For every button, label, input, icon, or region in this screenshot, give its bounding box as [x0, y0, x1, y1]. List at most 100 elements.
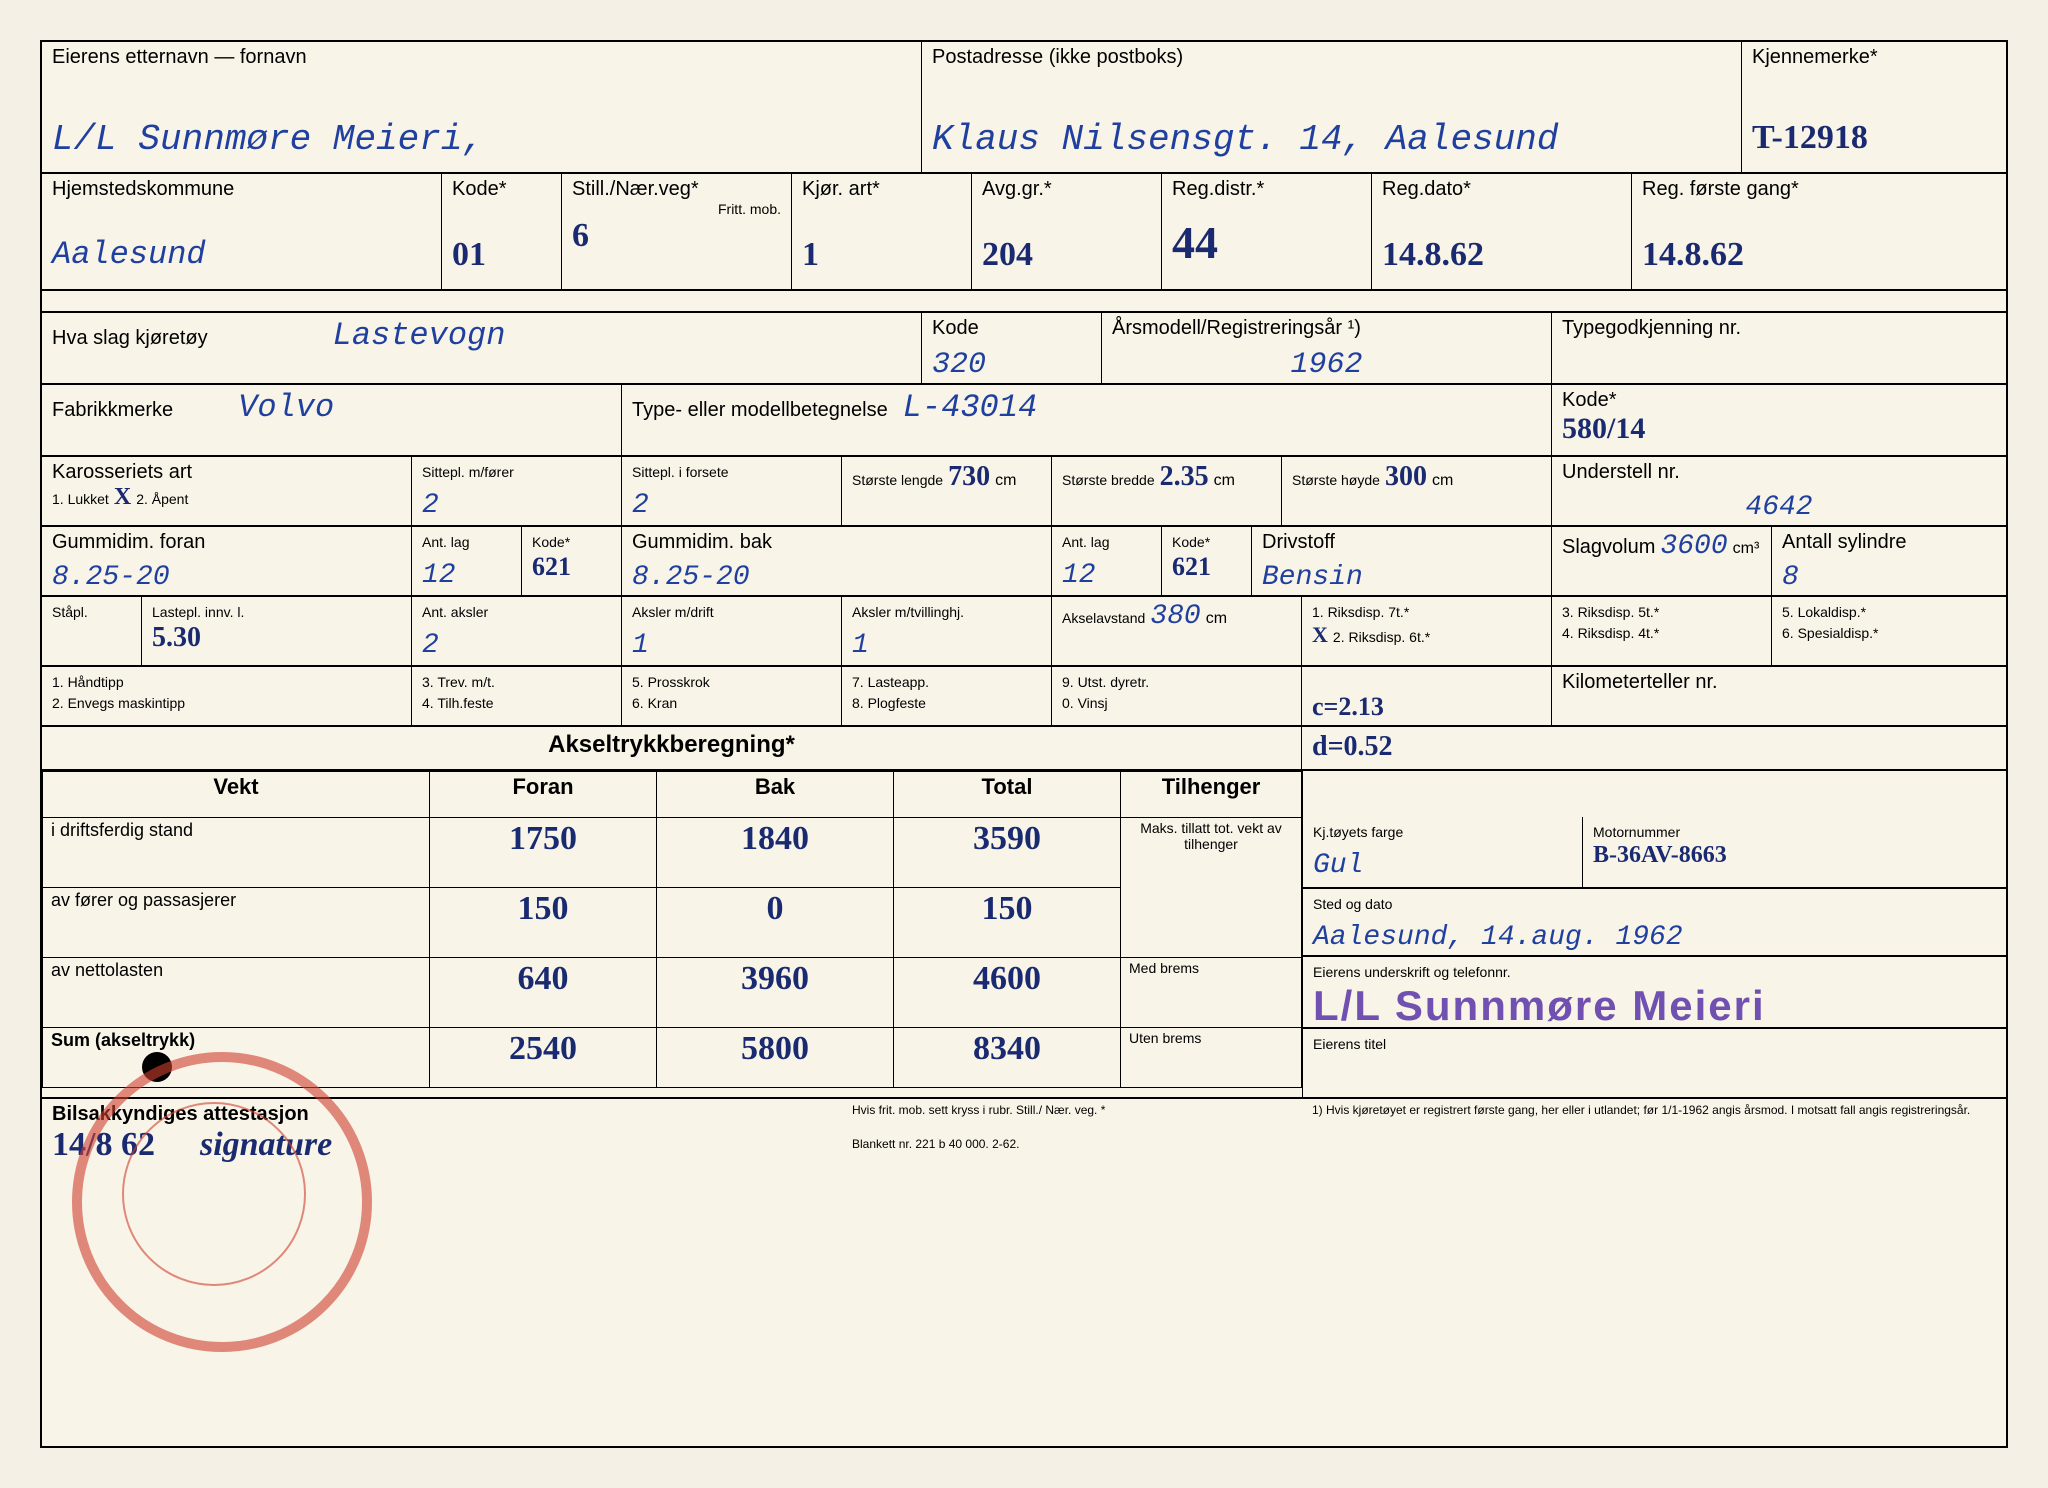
- chassis-label: Understell nr.: [1562, 461, 1680, 483]
- riks2: 2. Riksdisp. 6t.*: [1333, 629, 1430, 645]
- drive-axles-label: Aksler m/drift: [632, 604, 714, 620]
- wheelbase-label: Akselavstand: [1062, 610, 1145, 626]
- w-row1-bak: 1840: [657, 818, 894, 888]
- registration-card: Eierens etternavn — fornavn L/L Sunnmøre…: [40, 40, 2008, 1448]
- w-row1-label: i driftsferdig stand: [43, 818, 430, 888]
- color-label: Kj.tøyets farge: [1313, 824, 1403, 840]
- axle-heading: Akseltrykkberegning*: [548, 731, 795, 758]
- still-value: 6: [572, 217, 781, 255]
- antlag-f-value: 12: [422, 560, 511, 591]
- kode-f-value: 621: [532, 552, 611, 582]
- cylinders-label: Antall sylindre: [1782, 531, 1907, 553]
- w-row3-label: av nettolasten: [43, 958, 430, 1028]
- w-row1-foran: 1750: [430, 818, 657, 888]
- axles-label: Ant. aksler: [422, 604, 488, 620]
- plate-label: Kjennemerke*: [1752, 46, 1878, 68]
- official-stamp-icon: [72, 1052, 372, 1352]
- km-label: Kilometerteller nr.: [1562, 671, 1718, 693]
- engine-value: B-36AV-8663: [1593, 842, 1996, 869]
- riks5: 5. Lokaldisp.*: [1782, 604, 1866, 620]
- height-value: 300: [1385, 461, 1427, 492]
- opt9: 9. Utst. dyretr.: [1062, 674, 1149, 690]
- kode4-label: Kode*: [1562, 389, 1617, 411]
- municipality-value: Aalesund: [52, 236, 431, 273]
- year-value: 1962: [1112, 348, 1541, 382]
- d-value: d=0.52: [1312, 731, 1393, 762]
- kode-r-label: Kode*: [1172, 534, 1210, 550]
- col-vekt: Vekt: [43, 772, 430, 818]
- w-row4-foran: 2540: [430, 1028, 657, 1088]
- kjor-label: Kjør. art*: [802, 178, 880, 200]
- engine-label: Motornummer: [1593, 824, 1680, 840]
- regdistr-label: Reg.distr.*: [1172, 178, 1264, 200]
- width-value: 2.35: [1160, 461, 1209, 492]
- color-value: Gul: [1313, 850, 1572, 881]
- kode-f-label: Kode*: [532, 534, 570, 550]
- riks4: 4. Riksdisp. 4t.*: [1562, 625, 1659, 641]
- riks1: 1. Riksdisp. 7t.*: [1312, 604, 1409, 620]
- riks2-x: X: [1312, 622, 1328, 647]
- col-bak: Bak: [657, 772, 894, 818]
- opt1: 1. Håndtipp: [52, 674, 124, 690]
- seats-label: Sittepl. m/fører: [422, 464, 514, 480]
- vehicle-label: Hva slag kjøretøy: [52, 327, 208, 349]
- owner-value: L/L Sunnmøre Meieri,: [52, 119, 911, 160]
- kode3-value: 320: [932, 348, 1091, 382]
- sign-value: L/L Sunnmøre Meieri: [1313, 982, 1996, 1030]
- riks6: 6. Spesialdisp.*: [1782, 625, 1879, 641]
- w-row3-bak: 3960: [657, 958, 894, 1028]
- opt6: 6. Kran: [632, 695, 677, 711]
- wheelbase-value: 380: [1150, 601, 1200, 632]
- w-row1-total: 3590: [894, 818, 1121, 888]
- owner-label: Eierens etternavn — fornavn: [52, 46, 307, 68]
- length-label: Største lengde: [852, 472, 943, 488]
- height-label: Største høyde: [1292, 472, 1380, 488]
- opt4: 4. Tilh.feste: [422, 695, 494, 711]
- kjor-value: 1: [802, 236, 961, 274]
- kode3-label: Kode: [932, 317, 979, 339]
- antlag-r-label: Ant. lag: [1062, 534, 1109, 550]
- lastepl-value: 5.30: [152, 622, 401, 654]
- body-opt1: 1. Lukket: [52, 491, 109, 507]
- w-row2-foran: 150: [430, 888, 657, 958]
- regforste-label: Reg. første gang*: [1642, 178, 1799, 200]
- frontseats-value: 2: [632, 490, 831, 521]
- opt0: 0. Vinsj: [1062, 695, 1108, 711]
- kode4-value: 580/14: [1562, 412, 1996, 446]
- weight-table: Vekt Foran Bak Total Tilhenger i driftsf…: [42, 771, 1302, 1088]
- opt5: 5. Prosskrok: [632, 674, 710, 690]
- displacement-label: Slagvolum: [1562, 536, 1655, 558]
- chassis-value: 4642: [1562, 492, 1996, 523]
- axles-value: 2: [422, 630, 611, 661]
- opt8: 8. Plogfeste: [852, 695, 926, 711]
- vehicle-value: Lastevogn: [333, 317, 506, 354]
- address-label: Postadresse (ikke postboks): [932, 46, 1183, 68]
- regforste-value: 14.8.62: [1642, 236, 1996, 274]
- make-label: Fabrikkmerke: [52, 399, 173, 421]
- blankett: Blankett nr. 221 b 40 000. 2-62.: [852, 1137, 1292, 1151]
- opt7: 7. Lasteapp.: [852, 674, 929, 690]
- kode-value: 01: [452, 236, 551, 274]
- model-value: L-43014: [903, 389, 1037, 426]
- tire-rear-label: Gummidim. bak: [632, 531, 772, 553]
- regdato-value: 14.8.62: [1382, 236, 1621, 274]
- drive-axles-value: 1: [632, 630, 831, 661]
- avg-label: Avg.gr.*: [982, 178, 1052, 200]
- width-label: Største bredde: [1062, 472, 1155, 488]
- title-label: Eierens titel: [1313, 1036, 1386, 1052]
- place-label: Sted og dato: [1313, 896, 1392, 912]
- trailer-brake: Med brems: [1121, 958, 1302, 1028]
- opt3: 3. Trev. m/t.: [422, 674, 495, 690]
- w-row4-bak: 5800: [657, 1028, 894, 1088]
- col-foran: Foran: [430, 772, 657, 818]
- w-row2-bak: 0: [657, 888, 894, 958]
- length-value: 730: [948, 461, 990, 492]
- w-row3-total: 4600: [894, 958, 1121, 1028]
- c-value: c=2.13: [1312, 692, 1384, 721]
- twin-axles-label: Aksler m/tvillinghj.: [852, 604, 964, 620]
- antlag-r-value: 12: [1062, 560, 1151, 591]
- opt2: 2. Envegs maskintipp: [52, 695, 185, 711]
- frontseats-label: Sittepl. i forsete: [632, 464, 729, 480]
- body-label: Karosseriets art: [52, 461, 192, 483]
- year-label: Årsmodell/Registreringsår ¹): [1112, 317, 1361, 339]
